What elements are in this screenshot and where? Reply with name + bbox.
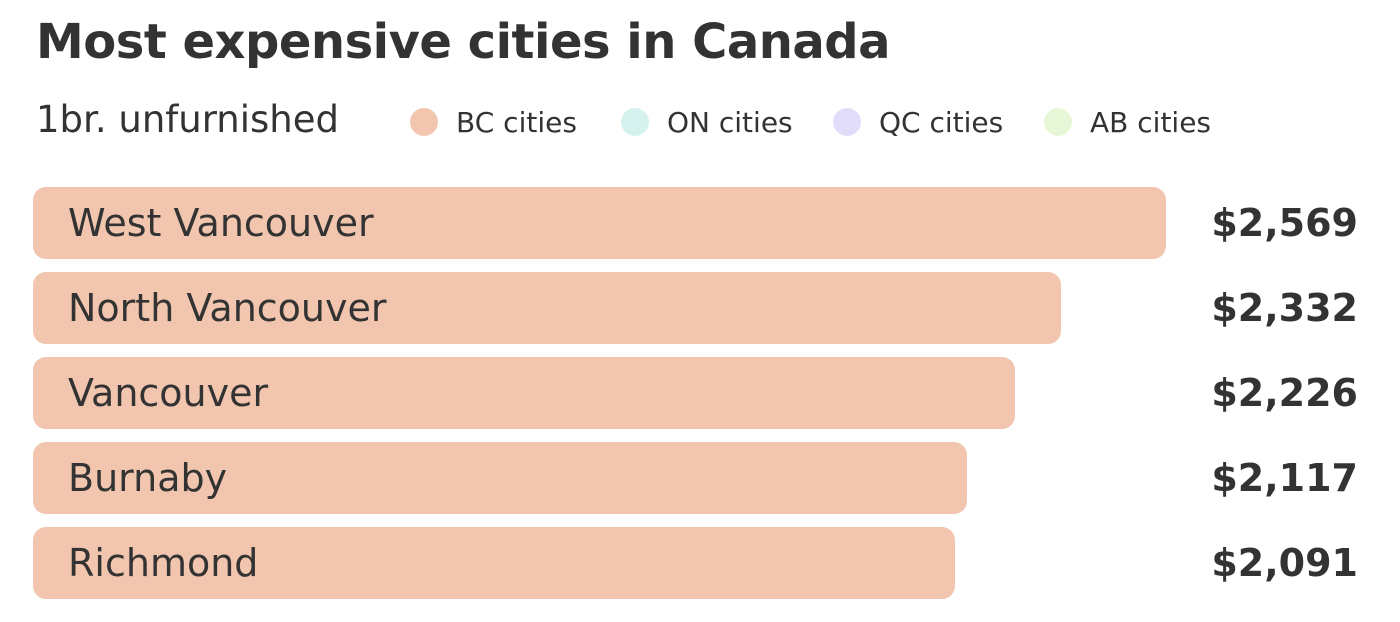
bar-row: North Vancouver $2,332: [0, 272, 1400, 344]
bar: [33, 272, 1061, 344]
legend: BC cities ON cities QC cities AB cities: [0, 102, 1400, 142]
bar-row: West Vancouver $2,569: [0, 187, 1400, 259]
value-label: $2,226: [1211, 371, 1358, 415]
bar-row: Vancouver $2,226: [0, 357, 1400, 429]
legend-label-bc: BC cities: [456, 105, 577, 139]
legend-swatch-on: [621, 108, 649, 136]
legend-label-on: ON cities: [667, 105, 793, 139]
value-label: $2,569: [1211, 201, 1358, 245]
legend-item-ab: AB cities: [1044, 102, 1211, 142]
value-label: $2,117: [1211, 456, 1358, 500]
legend-swatch-bc: [410, 108, 438, 136]
bar: [33, 442, 967, 514]
bar: [33, 527, 955, 599]
legend-item-bc: BC cities: [410, 102, 577, 142]
chart-title: Most expensive cities in Canada: [36, 14, 891, 70]
bar-row: Burnaby $2,117: [0, 442, 1400, 514]
bar-label: Vancouver: [68, 371, 269, 415]
legend-item-on: ON cities: [621, 102, 793, 142]
bar: [33, 187, 1166, 259]
legend-label-ab: AB cities: [1090, 105, 1212, 139]
bar: [33, 357, 1015, 429]
legend-item-qc: QC cities: [833, 102, 1003, 142]
bar-row: Richmond $2,091: [0, 527, 1400, 599]
bar-label: Richmond: [68, 541, 259, 585]
bar-label: North Vancouver: [68, 286, 387, 330]
value-label: $2,091: [1211, 541, 1358, 585]
chart-subtitle: 1br. unfurnished: [36, 98, 340, 141]
bar-label: West Vancouver: [68, 201, 374, 245]
bar-label: Burnaby: [68, 456, 228, 500]
legend-label-qc: QC cities: [879, 105, 1004, 139]
value-label: $2,332: [1211, 286, 1358, 330]
legend-swatch-qc: [833, 108, 861, 136]
legend-swatch-ab: [1044, 108, 1072, 136]
